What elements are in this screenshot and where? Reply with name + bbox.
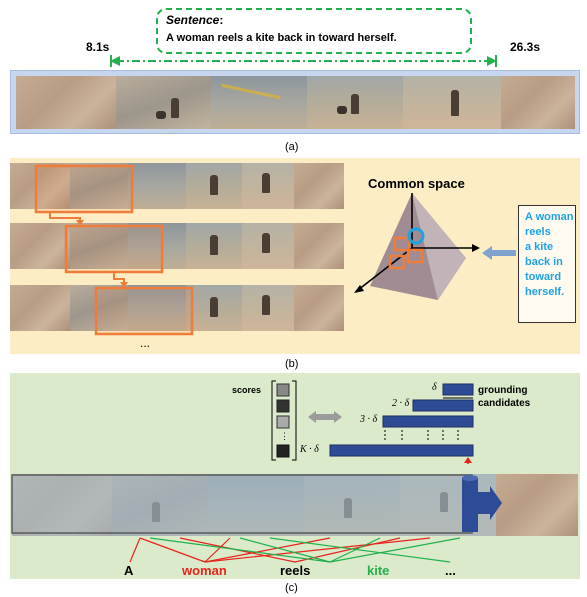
video-frame (403, 76, 501, 129)
ellipsis-b: ... (140, 336, 151, 350)
end-time-label: 26.3s (510, 40, 541, 54)
start-time-label: 8.1s (86, 40, 110, 54)
sentence-heading: Sentence: (166, 13, 224, 27)
video-frame (211, 76, 307, 129)
delta-k-label: K · δ (300, 444, 319, 455)
video-frame (16, 76, 116, 129)
candidate-bar-3 (382, 415, 474, 428)
sliding-window-2 (64, 224, 164, 274)
video-strip-c (12, 474, 578, 536)
query-arrow (482, 246, 516, 260)
candidates-label: candidates (478, 398, 531, 409)
caption-b: (b) (285, 358, 299, 370)
delta-1-label: δ (432, 382, 437, 393)
video-frame (307, 76, 403, 129)
video-frame (116, 76, 211, 129)
video-strip-b3 (10, 285, 344, 331)
sliding-window-diagram (34, 164, 194, 336)
delta-2-label: 2 · δ (392, 398, 410, 409)
caption-c: (c) (285, 582, 298, 594)
sentence-box (156, 8, 472, 54)
query-box: A woman reels a kite back in toward hers… (518, 205, 576, 323)
panel-b: ... Common space A woman reels a kite ba… (10, 158, 580, 354)
video-strip-b1 (10, 163, 344, 209)
query-line: back in (525, 256, 563, 268)
query-line: toward (525, 271, 562, 283)
candidate-bars (329, 383, 474, 464)
time-span-arrow (110, 55, 497, 67)
word-kite: kite (367, 563, 390, 578)
video-strip-b2 (10, 223, 344, 269)
video-frame (501, 76, 575, 129)
query-line: a kite (525, 241, 554, 253)
candidate-bar-2 (412, 399, 474, 412)
double-arrow (308, 411, 342, 423)
sentence-text: A woman reels a kite back in toward hers… (166, 32, 397, 44)
word-a: A (124, 563, 134, 578)
query-line: herself. (525, 286, 565, 298)
common-space-diagram (354, 193, 480, 300)
caption-a: (a) (285, 141, 299, 153)
sliding-window-3 (94, 286, 194, 336)
candidate-bar-1 (442, 383, 474, 396)
candidate-bar-k (329, 444, 474, 457)
word-connections (129, 537, 461, 563)
scores-column: ⋮ (271, 380, 297, 461)
scores-label: scores (232, 385, 262, 395)
svg-text:⋮: ⋮ (280, 431, 289, 441)
common-space-label: Common space (368, 176, 465, 191)
query-line: reels (525, 226, 551, 238)
word-ellipsis: ... (445, 563, 456, 578)
word-woman: woman (182, 563, 227, 578)
grounding-label: grounding (478, 385, 528, 396)
video-strip-a (10, 70, 580, 134)
word-reels: reels (280, 563, 311, 578)
sliding-window-1 (34, 164, 134, 214)
delta-3-label: 3 · δ (360, 414, 378, 425)
temporal-cylinder (11, 474, 502, 534)
query-line: A woman (525, 211, 574, 223)
